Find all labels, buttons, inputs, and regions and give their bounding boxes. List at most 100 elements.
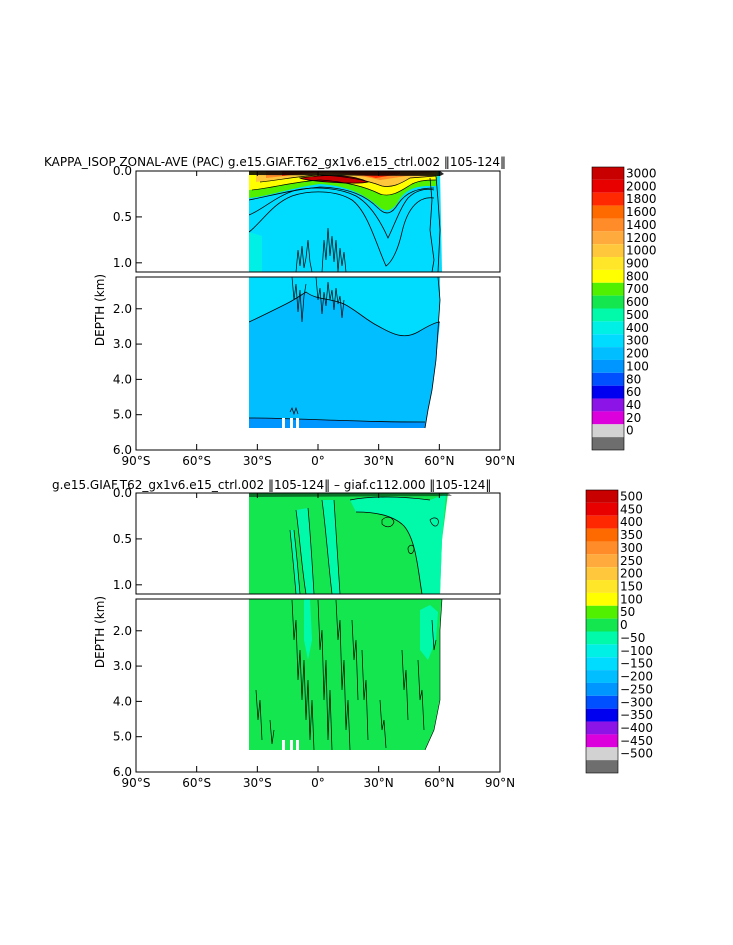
panel-1-legend-label: 800 <box>626 269 649 283</box>
panel-2-xtick-label: 30°N <box>364 776 394 790</box>
panel-1-contour-f <box>298 175 370 184</box>
panel-1-legend-swatch <box>592 308 624 322</box>
panel-1-ytick-label: 3.0 <box>113 337 132 351</box>
panel-1-legend-swatch <box>592 437 624 450</box>
panel-1-legend-swatch <box>592 244 624 258</box>
panel-1-legend-label: 20 <box>626 411 641 425</box>
panel-1-legend-swatch <box>592 167 624 180</box>
panel-2-x-axis: 90°S 60°S 30°S 0° 30°N 60°N 90°N <box>122 493 515 790</box>
panel-2-xtick-label: 30°S <box>243 776 272 790</box>
panel-2-legend-swatch <box>586 554 618 568</box>
panel-1-legend-swatch <box>592 347 624 360</box>
panel-2-legend: 500450400350300250200150100500−50−100−15… <box>585 489 653 774</box>
panel-2-legend-label: −250 <box>620 682 653 696</box>
panel-2-ytick-label: 2.0 <box>113 624 132 638</box>
panel-2-xtick-label: 60°N <box>424 776 454 790</box>
panel-2-xtick-label: 0° <box>311 776 325 790</box>
panel-1-contour-c <box>248 186 435 214</box>
panel-2-bottom-notches <box>282 740 299 750</box>
panel-2-legend-label: −500 <box>620 747 653 761</box>
panel-1-legend-label: 100 <box>626 359 649 373</box>
panel-2-legend-swatch <box>586 734 618 748</box>
panel-1-legend-frame <box>591 166 625 451</box>
panel-2-legend-label: −300 <box>620 695 653 709</box>
panel-2-small-contours <box>381 516 439 554</box>
panel-1-xtick-label: 30°N <box>364 454 394 468</box>
panel-2-legend-swatch <box>586 502 618 516</box>
panel-1-legend-label: 600 <box>626 295 649 309</box>
panel-1-legend-label: 900 <box>626 256 649 270</box>
panel-1-legend-swatch <box>592 231 624 245</box>
panel-2-surface-strip <box>249 493 452 497</box>
panel-1-legend-swatch <box>592 205 624 219</box>
panel-2-legend-swatch <box>586 657 618 671</box>
panel-1-ytick-label: 6.0 <box>113 443 132 457</box>
panel-1-legend-swatch <box>592 192 624 206</box>
panel-1-wiggle-upper <box>295 227 347 273</box>
panel-1-contour-a <box>248 191 435 267</box>
panel-2-legend-label: 250 <box>620 554 643 568</box>
panel-2-ytick-label: 5.0 <box>113 730 132 744</box>
panel-1-legend-swatch <box>592 372 624 386</box>
panel-1-wiggle-lower <box>289 276 345 416</box>
panel-1-ytick-label: 1.0 <box>113 256 132 270</box>
panel-2-legend-swatch <box>586 567 618 581</box>
panel-1-legend-label: 300 <box>626 334 649 348</box>
panel-2-legend-swatch <box>586 747 618 761</box>
panel-2-legend-swatch <box>586 631 618 645</box>
panel-1-legend-label: 200 <box>626 347 649 361</box>
panel-1-title: KAPPA_ISOP ZONAL-AVE (PAC) g.e15.GIAF.T6… <box>44 155 506 169</box>
panel-2-legend-swatch <box>586 618 618 632</box>
panel-2-ytick-label: 0.0 <box>113 486 132 500</box>
panel-2-legend-label: 50 <box>620 605 635 619</box>
panel-1-legend-swatch <box>592 424 624 438</box>
panel-2-title: g.e15.GIAF.T62_gx1v6.e15_ctrl.002 ‖105-1… <box>52 478 491 492</box>
panel-2-ytick-label: 6.0 <box>113 765 132 779</box>
panel-1-legend-swatch <box>592 321 624 335</box>
panel-2-legend-swatch <box>586 580 618 593</box>
panel-1-contour-lower-a <box>248 291 441 337</box>
panel-2-legend-swatch <box>586 528 618 542</box>
panel-2-legend-swatch <box>586 695 618 709</box>
panel-2-ytick-label: 4.0 <box>113 694 132 708</box>
panel-2-legend-frame <box>585 489 619 774</box>
panel-2-xtick-label: 60°S <box>182 776 211 790</box>
panel-2-legend-swatch <box>586 605 618 619</box>
panel-2-legend-label: 200 <box>620 567 643 581</box>
panel-1-east-wall <box>429 175 441 273</box>
panel-2-contour-east <box>349 496 431 595</box>
panel-2-legend-swatch <box>586 670 618 683</box>
panel-1-legend-label: 2000 <box>626 179 657 193</box>
panel-1-surface-strip <box>249 171 444 176</box>
panel-1-y-axis: 0.0 0.5 1.0 2.0 3.0 4.0 5.0 6.0 <box>113 164 142 457</box>
panel-1-legend: 3000200018001600140012001000900800700600… <box>591 166 657 451</box>
panel-2-legend-swatch <box>586 682 618 696</box>
panel-2-legend-swatch <box>586 760 618 773</box>
panel-2-legend-swatch <box>586 708 618 722</box>
panel-1-legend-swatch <box>592 359 624 373</box>
panel-2-legend-label: −450 <box>620 734 653 748</box>
panel-2-legend-label: 100 <box>620 592 643 606</box>
panel-1-x-axis: 90°S 60°S 30°S 0° 30°N 60°N 90°N <box>122 171 515 468</box>
panel-1-legend-label: 0 <box>626 424 634 438</box>
panel-2-xtick-label: 90°N <box>485 776 515 790</box>
panel-1-east-wall-lower <box>424 276 441 429</box>
panel-1-legend-swatch <box>592 218 624 232</box>
panel-2: g.e15.GIAF.T62_gx1v6.e15_ctrl.002 ‖105-1… <box>52 478 653 790</box>
panel-1-contour-e <box>259 174 437 187</box>
panel-2-legend-label: −200 <box>620 670 653 684</box>
panel-2-legend-label: 500 <box>620 489 643 503</box>
panel-2-legend-label: −400 <box>620 721 653 735</box>
panel-1-legend-swatch <box>592 257 624 270</box>
panel-1-legend-label: 1800 <box>626 192 657 206</box>
panel-2-field-lower-50 <box>249 599 442 750</box>
panel-1-contour-b <box>248 187 435 239</box>
panel-1-legend-swatch <box>592 411 624 425</box>
panel-1-legend-label: 60 <box>626 385 641 399</box>
panel-1: KAPPA_ISOP ZONAL-AVE (PAC) g.e15.GIAF.T6… <box>44 155 657 468</box>
panel-2-legend-label: 350 <box>620 528 643 542</box>
panel-1-field-lower-300 <box>249 292 440 428</box>
panel-2-lower-plot <box>135 598 501 773</box>
panel-1-legend-label: 1000 <box>626 244 657 258</box>
